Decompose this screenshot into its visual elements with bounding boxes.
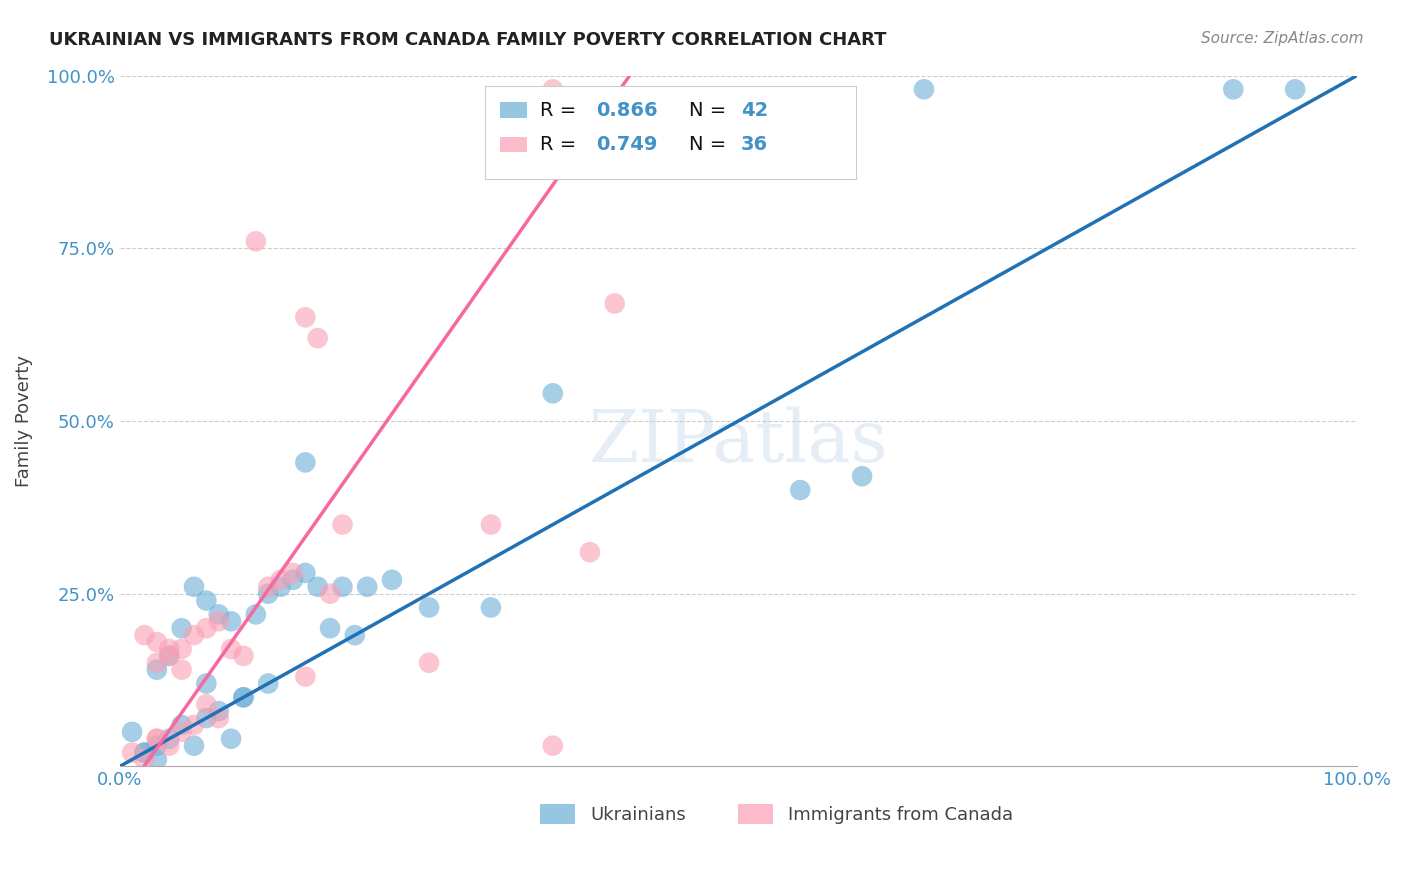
Ukrainians (157, 648, 180, 663)
Immigrants from Canada (183, 718, 205, 732)
Ukrainians (418, 600, 440, 615)
Ukrainians (270, 580, 292, 594)
Immigrants from Canada (270, 573, 292, 587)
Text: R =: R = (540, 101, 583, 120)
FancyBboxPatch shape (485, 86, 856, 179)
Immigrants from Canada (319, 587, 342, 601)
Immigrants from Canada (479, 517, 502, 532)
FancyBboxPatch shape (738, 805, 773, 823)
Ukrainians (232, 690, 254, 705)
Immigrants from Canada (170, 724, 193, 739)
Immigrants from Canada (541, 82, 564, 96)
Immigrants from Canada (157, 642, 180, 657)
Ukrainians (541, 386, 564, 401)
Immigrants from Canada (208, 711, 231, 725)
Ukrainians (121, 724, 143, 739)
Immigrants from Canada (195, 697, 218, 711)
Immigrants from Canada (281, 566, 304, 580)
Ukrainians (381, 573, 404, 587)
Immigrants from Canada (183, 628, 205, 642)
Ukrainians (1284, 82, 1306, 96)
Immigrants from Canada (146, 731, 169, 746)
Ukrainians (343, 628, 366, 642)
Ukrainians (134, 746, 156, 760)
Immigrants from Canada (195, 621, 218, 635)
Immigrants from Canada (121, 746, 143, 760)
Text: UKRAINIAN VS IMMIGRANTS FROM CANADA FAMILY POVERTY CORRELATION CHART: UKRAINIAN VS IMMIGRANTS FROM CANADA FAMI… (49, 31, 887, 49)
Ukrainians (307, 580, 329, 594)
Immigrants from Canada (232, 648, 254, 663)
Ukrainians (789, 483, 811, 497)
Ukrainians (146, 739, 169, 753)
Immigrants from Canada (134, 752, 156, 766)
Ukrainians (146, 663, 169, 677)
Text: ZIPatlas: ZIPatlas (589, 407, 889, 477)
Immigrants from Canada (219, 642, 242, 657)
Ukrainians (245, 607, 267, 622)
Immigrants from Canada (294, 670, 316, 684)
Text: Source: ZipAtlas.com: Source: ZipAtlas.com (1201, 31, 1364, 46)
Ukrainians (195, 676, 218, 690)
Text: N =: N = (689, 135, 733, 154)
Ukrainians (208, 607, 231, 622)
Immigrants from Canada (157, 739, 180, 753)
Ukrainians (232, 690, 254, 705)
Ukrainians (183, 580, 205, 594)
Immigrants from Canada (170, 642, 193, 657)
Ukrainians (294, 566, 316, 580)
Immigrants from Canada (146, 656, 169, 670)
Ukrainians (479, 600, 502, 615)
Immigrants from Canada (170, 663, 193, 677)
Immigrants from Canada (208, 615, 231, 629)
Ukrainians (912, 82, 935, 96)
FancyBboxPatch shape (499, 137, 527, 153)
Text: Ukrainians: Ukrainians (591, 805, 686, 824)
Ukrainians (257, 676, 280, 690)
Ukrainians (219, 731, 242, 746)
Ukrainians (170, 621, 193, 635)
Immigrants from Canada (146, 635, 169, 649)
Ukrainians (157, 731, 180, 746)
Text: R =: R = (540, 135, 583, 154)
Ukrainians (1222, 82, 1244, 96)
Immigrants from Canada (157, 648, 180, 663)
Text: 0.749: 0.749 (596, 135, 658, 154)
Immigrants from Canada (418, 656, 440, 670)
Immigrants from Canada (245, 235, 267, 249)
FancyBboxPatch shape (540, 805, 575, 823)
Text: Immigrants from Canada: Immigrants from Canada (787, 805, 1012, 824)
Ukrainians (134, 746, 156, 760)
Ukrainians (195, 711, 218, 725)
Immigrants from Canada (541, 739, 564, 753)
FancyBboxPatch shape (499, 103, 527, 118)
Ukrainians (851, 469, 873, 483)
Ukrainians (183, 739, 205, 753)
Ukrainians (208, 704, 231, 718)
Text: N =: N = (689, 101, 733, 120)
Immigrants from Canada (294, 310, 316, 325)
Ukrainians (332, 580, 354, 594)
Ukrainians (219, 615, 242, 629)
Ukrainians (257, 587, 280, 601)
Immigrants from Canada (603, 296, 626, 310)
Immigrants from Canada (307, 331, 329, 345)
Ukrainians (170, 718, 193, 732)
Ukrainians (146, 752, 169, 766)
Text: 0.866: 0.866 (596, 101, 658, 120)
Immigrants from Canada (257, 580, 280, 594)
Ukrainians (281, 573, 304, 587)
Text: 42: 42 (741, 101, 768, 120)
Ukrainians (294, 455, 316, 469)
Immigrants from Canada (134, 628, 156, 642)
Ukrainians (356, 580, 378, 594)
Immigrants from Canada (579, 545, 602, 559)
Text: 36: 36 (741, 135, 768, 154)
Immigrants from Canada (146, 731, 169, 746)
Immigrants from Canada (332, 517, 354, 532)
Y-axis label: Family Poverty: Family Poverty (15, 355, 32, 487)
Ukrainians (195, 593, 218, 607)
Ukrainians (319, 621, 342, 635)
